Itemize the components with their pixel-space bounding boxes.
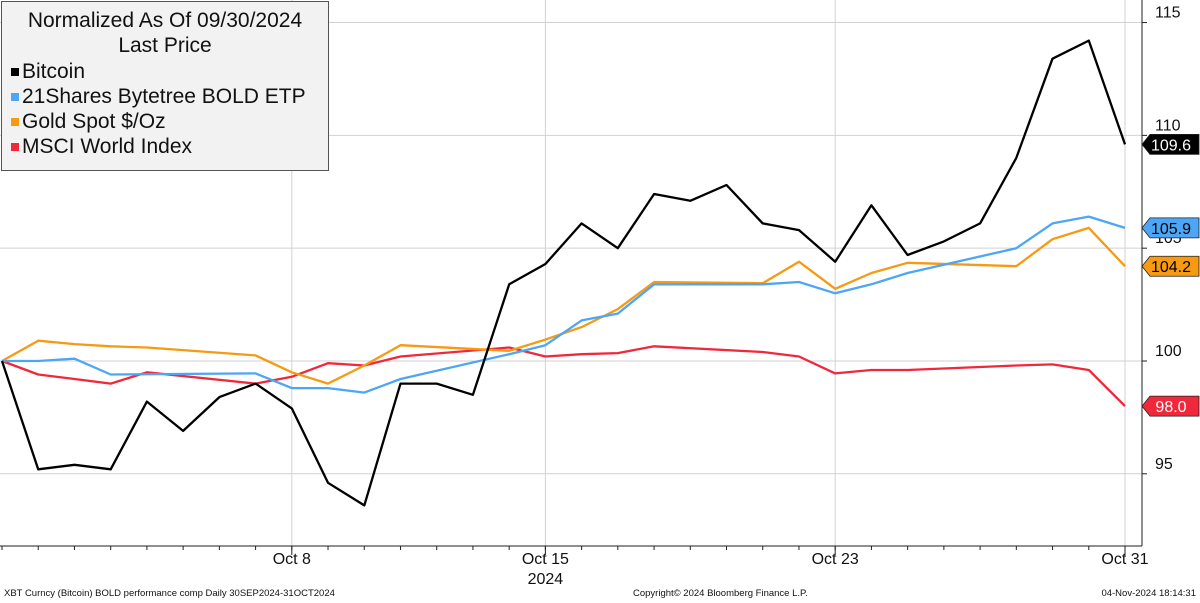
legend-swatch-gold	[11, 117, 19, 126]
legend-swatch-bold-etp	[11, 92, 19, 101]
msci-line	[1, 345, 1126, 407]
footer-timestamp: 04-Nov-2024 18:14:31	[1101, 588, 1196, 599]
bold-etp-end-tag-box	[1141, 217, 1200, 239]
legend-label-msci: MSCI World Index	[22, 135, 192, 158]
msci-end-tag-box	[1141, 395, 1200, 417]
y-tick-label: 100	[1155, 343, 1182, 360]
chart-subtitle: Last Price	[118, 34, 212, 57]
legend: Normalized As Of 09/30/2024 Last Price B…	[1, 1, 329, 171]
chart-title: Normalized As Of 09/30/2024	[27, 9, 303, 32]
bitcoin-line	[0, 39, 1127, 507]
bold-etp-end-tag-label: 105.9	[1151, 221, 1191, 238]
x-tick-label: Oct 23	[812, 551, 859, 568]
legend-item-bitcoin: Bitcoin	[11, 59, 328, 84]
x-tick-label: Oct 15	[522, 551, 569, 568]
legend-item-gold: Gold Spot $/Oz	[11, 109, 328, 134]
gold-end-tag-label: 104.2	[1151, 259, 1191, 276]
bitcoin-end-tag-box	[1141, 133, 1200, 155]
legend-items: Bitcoin 21Shares Bytetree BOLD ETP Gold …	[2, 59, 328, 159]
bold-etp-line	[2, 215, 1126, 394]
footer-copyright: Copyright© 2024 Bloomberg Finance L.P.	[633, 588, 808, 599]
x-year-label: 2024	[528, 571, 564, 588]
y-tick-label: 110	[1155, 117, 1181, 134]
gold-line	[1, 226, 1126, 385]
legend-label-bold-etp: 21Shares Bytetree BOLD ETP	[22, 85, 306, 108]
x-tick-label: Oct 31	[1101, 551, 1148, 568]
legend-item-bold-etp: 21Shares Bytetree BOLD ETP	[11, 84, 328, 109]
legend-swatch-msci	[11, 142, 19, 151]
footer-description: XBT Curncy (Bitcoin) BOLD performance co…	[4, 588, 335, 599]
legend-label-bitcoin: Bitcoin	[22, 60, 86, 83]
gold-end-tag-box	[1141, 255, 1200, 277]
x-tick-label: Oct 8	[273, 551, 311, 568]
legend-item-msci: MSCI World Index	[11, 134, 328, 159]
y-tick-label: 95	[1155, 456, 1173, 473]
legend-swatch-bitcoin	[11, 67, 19, 76]
msci-end-tag-label: 98.0	[1155, 399, 1186, 416]
legend-label-gold: Gold Spot $/Oz	[22, 110, 166, 133]
y-tick-label: 115	[1155, 5, 1181, 22]
bitcoin-end-tag-label: 109.6	[1151, 137, 1191, 154]
